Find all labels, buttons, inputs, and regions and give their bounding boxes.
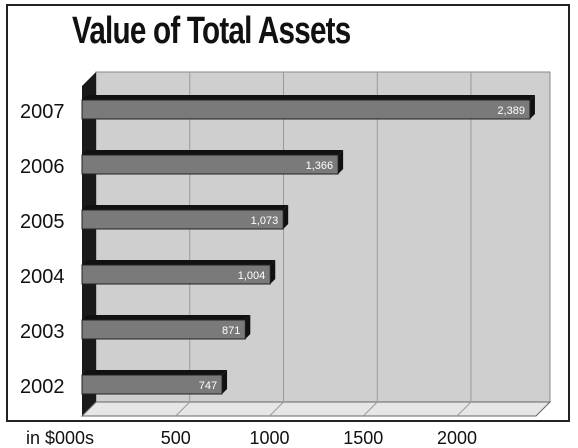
x-tick-label: 500 — [161, 428, 191, 448]
bar-end — [338, 150, 344, 174]
bars-group — [81, 95, 535, 395]
bar-end — [245, 315, 251, 339]
x-axis-label: in $000s — [26, 428, 94, 448]
bar-top — [82, 315, 251, 320]
bar-value-label: 1,004 — [238, 270, 266, 282]
x-tick-label: 1500 — [343, 428, 383, 448]
plot-floor — [80, 401, 552, 417]
bar-top — [82, 205, 289, 210]
bar-value-label: 871 — [222, 325, 240, 337]
bar-end — [283, 205, 289, 229]
category-label: 2006 — [20, 156, 65, 178]
bar-value-label: 1,073 — [251, 215, 279, 227]
bar — [81, 99, 531, 120]
bar-value-label: 747 — [199, 380, 217, 392]
bar — [81, 319, 246, 340]
category-label: 2004 — [20, 266, 65, 288]
x-tick-label: 2000 — [437, 428, 477, 448]
gridline-floor — [269, 401, 284, 417]
gridline-floor — [175, 401, 191, 417]
bar-top — [82, 370, 228, 375]
category-label: 2005 — [20, 211, 65, 233]
bar-top — [82, 260, 276, 265]
bar — [81, 209, 284, 230]
category-label: 2003 — [20, 321, 65, 343]
plot-area — [80, 71, 552, 417]
bar-top — [82, 150, 344, 155]
bar-value-label: 1,366 — [306, 160, 334, 172]
category-label: 2002 — [20, 376, 65, 398]
plot-back-wall — [95, 71, 551, 403]
bar-end — [270, 260, 276, 284]
gridline-floor — [456, 401, 472, 417]
bar-end — [222, 370, 228, 394]
bar — [81, 154, 339, 175]
bar-end — [529, 95, 535, 119]
labels-group: 2,389 2007 1,366 2006 1,073 2005 1,004 2004 871 2… — [20, 101, 525, 448]
gridline-floor — [362, 401, 378, 417]
x-tick-label: 1000 — [249, 428, 289, 448]
chart-title: Value of Total Assets — [72, 10, 351, 52]
category-label: 2007 — [20, 101, 65, 123]
bar-top — [82, 95, 535, 100]
plot-side-wall — [82, 72, 96, 416]
bar — [81, 374, 223, 395]
bar-value-label: 2,389 — [497, 105, 525, 117]
bar — [81, 264, 271, 285]
